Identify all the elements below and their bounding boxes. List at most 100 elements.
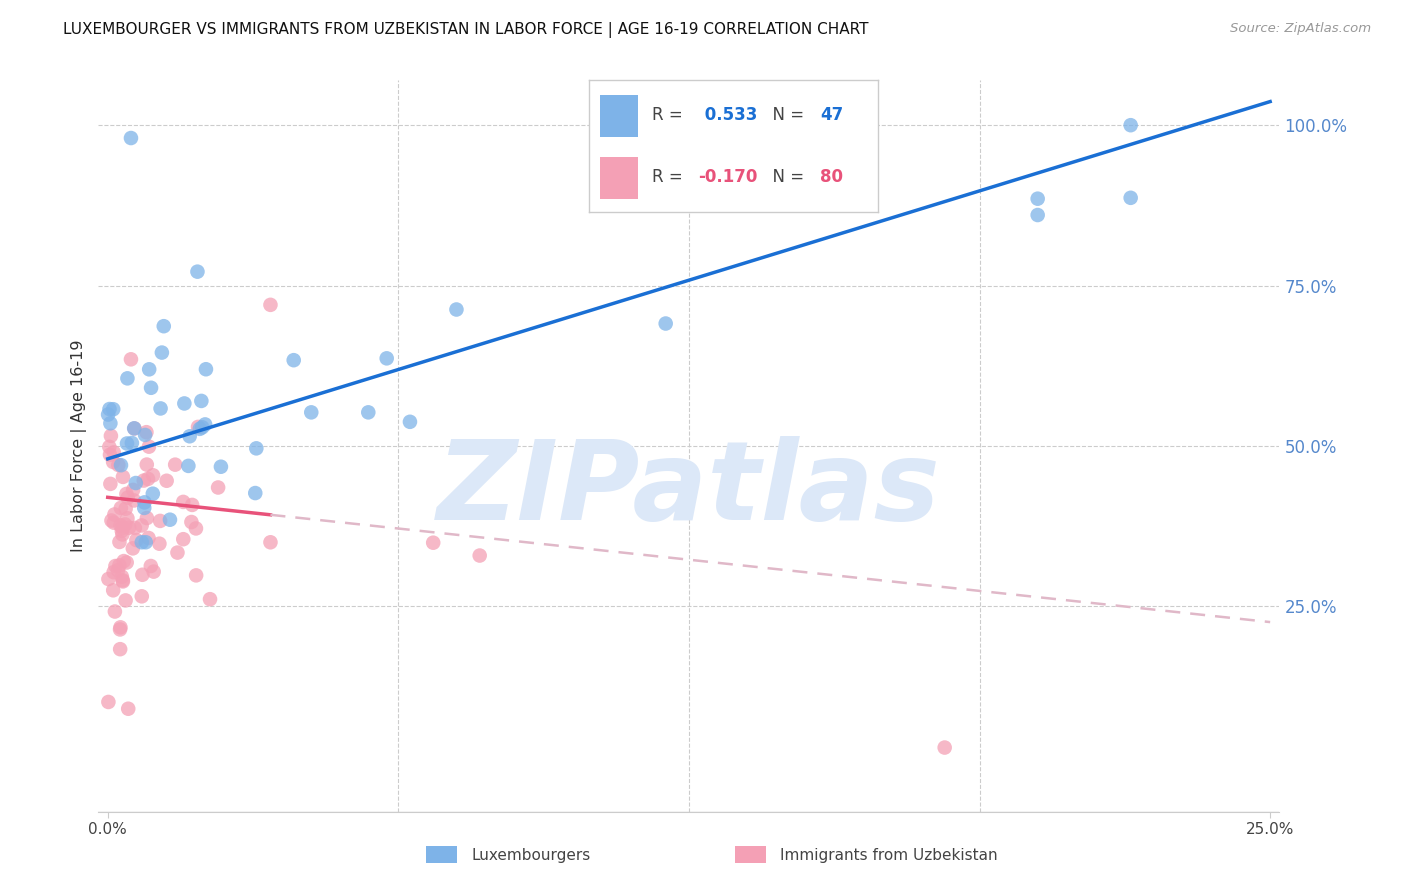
Point (115, 487, 138, 501)
Point (654, 317, 676, 331)
Point (180, 515, 202, 529)
Point (110, 458, 132, 473)
Point (117, 491, 139, 505)
Point (207, 481, 229, 495)
Point (179, 429, 201, 443)
Text: Immigrants from Uzbekistan: Immigrants from Uzbekistan (780, 848, 998, 863)
Point (181, 498, 204, 512)
Point (139, 381, 162, 395)
Point (150, 345, 173, 359)
Point (159, 513, 181, 527)
Point (152, 319, 174, 334)
Text: ZIPatlas: ZIPatlas (437, 436, 941, 543)
Point (103, 445, 125, 459)
Text: Luxembourgers: Luxembourgers (471, 848, 591, 863)
Point (131, 567, 153, 582)
Point (100, 514, 122, 528)
Point (259, 298, 281, 312)
Point (115, 556, 138, 570)
Point (375, 351, 398, 366)
Point (422, 535, 444, 549)
Point (173, 396, 195, 410)
Point (172, 495, 194, 509)
Point (111, 524, 134, 538)
Point (135, 458, 157, 472)
Point (186, 265, 208, 279)
Point (111, 470, 134, 484)
Point (748, 131, 770, 145)
Point (118, 521, 141, 535)
Point (148, 537, 170, 551)
Point (134, 495, 156, 509)
Point (166, 546, 188, 560)
Point (98, 440, 121, 454)
Point (125, 533, 148, 547)
Point (184, 568, 207, 582)
Point (112, 554, 135, 568)
Point (135, 535, 157, 549)
Point (131, 590, 153, 604)
Point (97, 695, 120, 709)
Point (259, 535, 281, 549)
Point (131, 535, 153, 549)
Point (142, 565, 165, 579)
Point (124, 421, 146, 435)
Point (135, 425, 157, 440)
Point (172, 532, 194, 546)
Point (111, 574, 134, 588)
Point (103, 402, 125, 417)
Point (122, 483, 145, 497)
Point (103, 516, 125, 530)
Point (108, 535, 131, 549)
Point (245, 486, 267, 500)
Point (114, 517, 136, 532)
Point (134, 428, 156, 442)
Point (142, 468, 165, 483)
Point (198, 592, 221, 607)
Point (131, 518, 153, 533)
Point (103, 565, 125, 579)
Point (194, 417, 217, 432)
Point (103, 583, 125, 598)
Point (115, 436, 138, 450)
Point (108, 623, 131, 637)
Point (149, 401, 172, 416)
Point (136, 472, 159, 486)
Point (209, 459, 232, 474)
Point (132, 474, 155, 488)
Point (120, 352, 142, 367)
Point (134, 500, 156, 515)
Point (120, 131, 142, 145)
Point (245, 442, 267, 456)
Point (100, 429, 122, 443)
Point (138, 362, 160, 376)
Point (135, 511, 157, 525)
Point (103, 508, 125, 522)
Point (149, 514, 172, 528)
Point (111, 569, 134, 583)
Point (138, 531, 160, 545)
Point (191, 420, 214, 434)
Point (138, 440, 160, 454)
Text: Source: ZipAtlas.com: Source: ZipAtlas.com (1230, 22, 1371, 36)
Point (190, 393, 212, 408)
Point (108, 558, 131, 573)
Point (97, 408, 120, 422)
Point (156, 474, 179, 488)
Point (114, 593, 136, 607)
Point (121, 436, 143, 450)
Point (107, 563, 129, 577)
Point (100, 417, 122, 431)
Point (98, 402, 121, 417)
Point (110, 620, 132, 634)
Point (194, 362, 217, 376)
Point (117, 511, 139, 525)
Point (1026, 192, 1049, 206)
Point (111, 521, 134, 535)
Point (114, 501, 136, 516)
Point (104, 605, 127, 619)
Point (165, 458, 187, 472)
Point (117, 371, 139, 385)
Point (139, 559, 162, 574)
Point (101, 455, 124, 469)
